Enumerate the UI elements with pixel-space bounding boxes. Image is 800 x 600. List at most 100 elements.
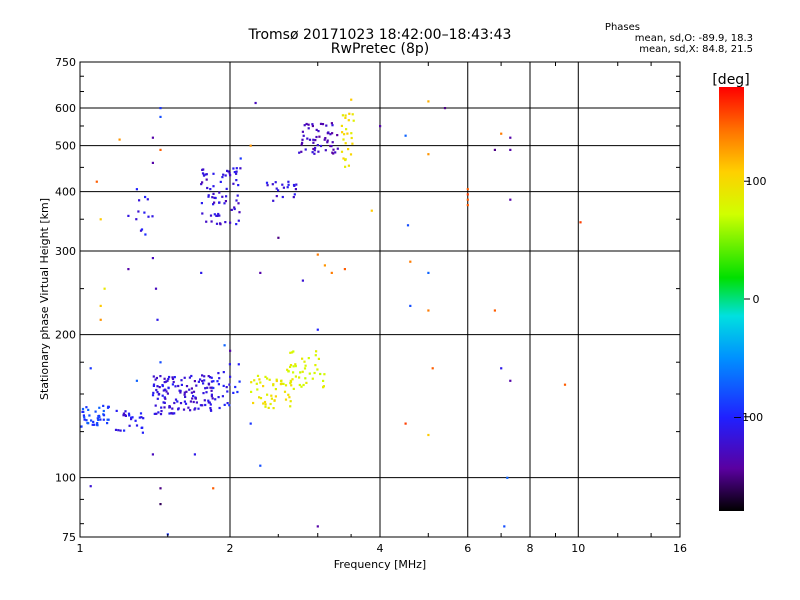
data-point — [500, 132, 503, 135]
data-point — [294, 363, 297, 366]
data-point — [165, 390, 168, 393]
data-point — [226, 169, 229, 172]
data-point — [225, 187, 228, 190]
data-point — [204, 173, 207, 176]
data-point — [107, 418, 110, 421]
data-point — [332, 152, 335, 155]
data-point — [210, 393, 213, 396]
data-point — [214, 398, 217, 401]
data-point — [268, 378, 271, 381]
data-point — [190, 374, 193, 378]
data-point — [209, 188, 212, 191]
data-point — [228, 404, 231, 407]
data-point — [283, 390, 287, 393]
data-point — [249, 144, 252, 147]
data-point — [302, 383, 305, 387]
data-point — [324, 137, 327, 140]
data-point — [81, 407, 85, 411]
data-point — [214, 196, 217, 200]
data-point — [301, 279, 304, 282]
data-point — [204, 387, 207, 390]
data-point — [117, 429, 120, 432]
data-point — [202, 382, 205, 385]
data-point — [166, 392, 169, 395]
data-point — [324, 149, 327, 152]
data-point — [342, 138, 345, 141]
data-point — [286, 186, 289, 189]
data-point — [272, 383, 275, 386]
data-point — [201, 379, 204, 383]
data-point — [509, 198, 512, 201]
data-point — [163, 401, 166, 404]
data-point — [90, 419, 93, 422]
data-point — [300, 150, 303, 153]
data-point — [292, 196, 295, 199]
data-point — [118, 138, 121, 141]
data-point — [265, 181, 269, 184]
data-point — [259, 271, 262, 274]
data-point — [325, 124, 328, 127]
data-point — [88, 414, 91, 417]
data-point — [314, 354, 317, 357]
data-point — [315, 135, 318, 139]
data-point — [151, 394, 155, 397]
data-point — [156, 397, 159, 400]
data-point — [131, 416, 134, 419]
data-point — [316, 328, 319, 331]
data-point — [303, 367, 307, 370]
data-point — [209, 403, 212, 406]
data-point — [286, 368, 289, 371]
data-point — [329, 144, 332, 148]
data-point — [159, 413, 163, 416]
data-point — [235, 167, 238, 170]
data-point — [284, 384, 288, 387]
data-point — [157, 411, 160, 414]
data-point — [235, 223, 238, 226]
data-point — [205, 220, 208, 223]
data-point — [203, 399, 206, 402]
data-point — [282, 186, 285, 189]
data-point — [217, 396, 220, 399]
data-point — [299, 371, 302, 374]
data-point — [349, 153, 353, 156]
plot-frame — [79, 61, 681, 538]
data-point — [227, 170, 230, 173]
data-point — [500, 367, 503, 370]
data-point — [202, 392, 205, 395]
data-point — [264, 403, 267, 406]
data-point — [579, 221, 582, 224]
data-point — [443, 107, 447, 110]
data-point — [222, 173, 225, 176]
data-point — [235, 170, 238, 173]
data-point — [195, 384, 198, 387]
data-point — [195, 401, 198, 404]
data-point — [272, 407, 275, 410]
data-point — [509, 136, 512, 139]
data-point — [427, 309, 430, 312]
data-point — [277, 189, 280, 192]
data-point — [183, 400, 186, 403]
data-point — [344, 114, 347, 117]
data-point — [153, 412, 156, 415]
data-point — [189, 400, 192, 403]
y-tick-label: 600 — [55, 102, 76, 115]
data-point — [319, 122, 323, 125]
data-point — [205, 173, 208, 176]
data-point — [256, 388, 259, 391]
data-point — [270, 397, 273, 400]
data-point — [308, 138, 312, 141]
data-point — [322, 385, 325, 388]
data-point — [180, 379, 183, 382]
data-point — [167, 377, 170, 381]
data-point — [115, 409, 118, 412]
data-point — [509, 148, 512, 151]
data-point — [166, 379, 169, 382]
data-point — [197, 407, 200, 410]
data-point — [94, 410, 97, 413]
data-point — [168, 375, 171, 379]
data-point — [203, 375, 206, 378]
data-point — [370, 209, 373, 212]
data-point — [160, 406, 163, 409]
data-point — [311, 123, 314, 126]
data-point — [427, 153, 430, 156]
